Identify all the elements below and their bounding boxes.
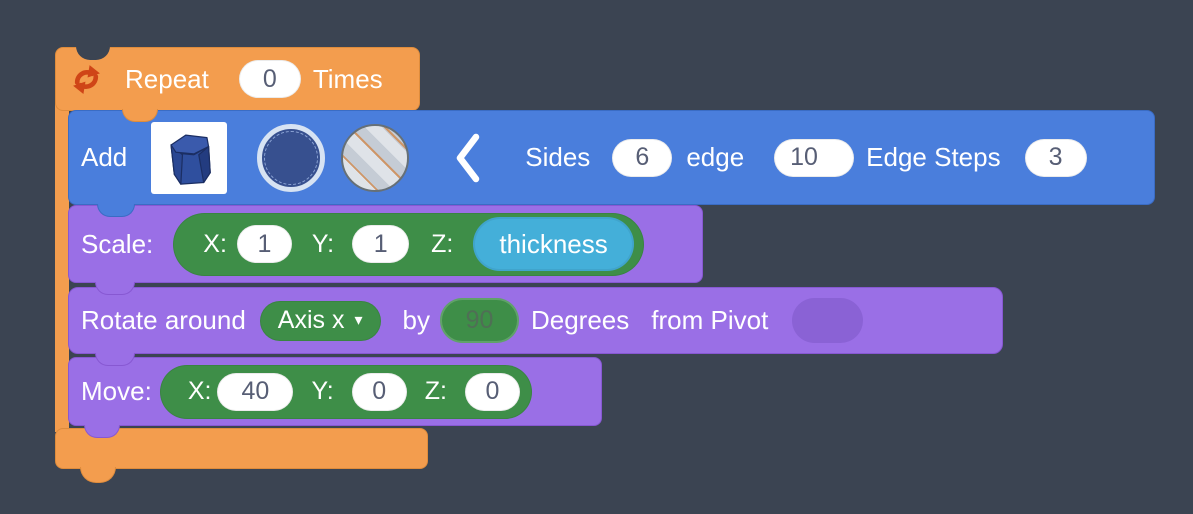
scale-vector-input: X: 1 Y: 1 Z: thickness bbox=[173, 212, 644, 276]
move-label: Move: bbox=[81, 376, 152, 406]
hexagonal-prism-icon bbox=[170, 134, 212, 185]
add-shape-block[interactable]: Add Sides 6 edge 10 Edge Steps 3 bbox=[68, 110, 1155, 205]
move-x-label: X: bbox=[187, 377, 212, 405]
scale-label: Scale: bbox=[81, 228, 154, 259]
scale-x-label: X: bbox=[203, 229, 227, 258]
axis-dropdown[interactable]: Axis x ▾ bbox=[259, 300, 381, 341]
sides-input[interactable]: 6 bbox=[612, 138, 673, 177]
edge-input[interactable]: 10 bbox=[774, 138, 855, 177]
repeat-label: Repeat bbox=[125, 63, 209, 94]
pivot-input-slot[interactable] bbox=[792, 298, 864, 343]
degrees-label: Degrees bbox=[530, 305, 630, 335]
color-swatch[interactable] bbox=[257, 123, 326, 192]
scale-y-label: Y: bbox=[311, 229, 335, 258]
move-block[interactable]: Move: X: 40 Y: 0 Z: 0 bbox=[68, 357, 602, 426]
material-swatch[interactable] bbox=[341, 123, 410, 192]
chevron-down-icon: ▾ bbox=[354, 311, 363, 329]
repeat-block-foot[interactable] bbox=[55, 428, 428, 469]
move-x-input[interactable]: 40 bbox=[217, 372, 294, 411]
repeat-times-label: Times bbox=[312, 63, 383, 94]
repeat-block-header[interactable]: Repeat 0 Times bbox=[55, 47, 420, 111]
chevron-left-icon[interactable] bbox=[455, 133, 481, 183]
block-top-notch bbox=[76, 46, 110, 60]
color-swatch-dashed-ring bbox=[264, 130, 319, 185]
move-y-label: Y: bbox=[311, 377, 334, 405]
shape-thumbnail[interactable] bbox=[151, 121, 228, 194]
repeat-count-input[interactable]: 0 bbox=[238, 60, 301, 98]
rotate-by-label: by bbox=[402, 305, 430, 335]
from-pivot-label: from Pivot bbox=[651, 305, 769, 335]
move-vector-input: X: 40 Y: 0 Z: 0 bbox=[159, 364, 532, 419]
scale-block[interactable]: Scale: X: 1 Y: 1 Z: thickness bbox=[68, 205, 703, 283]
scale-x-input[interactable]: 1 bbox=[236, 225, 292, 263]
degrees-input[interactable]: 90 bbox=[439, 298, 519, 343]
add-label: Add bbox=[81, 142, 128, 172]
edge-steps-input[interactable]: 3 bbox=[1024, 138, 1087, 177]
sides-label: Sides bbox=[525, 142, 591, 172]
thickness-variable-reporter[interactable]: thickness bbox=[473, 217, 634, 271]
rotate-block[interactable]: Rotate around Axis x ▾ by 90 Degrees fro… bbox=[68, 287, 1003, 354]
rotate-label: Rotate around bbox=[81, 305, 246, 335]
move-z-input[interactable]: 0 bbox=[464, 372, 520, 411]
repeat-block-bottom-connector bbox=[80, 467, 116, 483]
move-z-label: Z: bbox=[424, 377, 447, 405]
repeat-block-spine bbox=[55, 100, 69, 432]
scale-y-input[interactable]: 1 bbox=[352, 225, 410, 263]
scale-z-label: Z: bbox=[431, 229, 454, 258]
repeat-icon bbox=[73, 64, 100, 94]
axis-dropdown-value: Axis x bbox=[277, 306, 345, 334]
edge-steps-label: Edge Steps bbox=[866, 142, 1001, 172]
move-y-input[interactable]: 0 bbox=[351, 372, 407, 411]
edge-label: edge bbox=[686, 142, 745, 172]
